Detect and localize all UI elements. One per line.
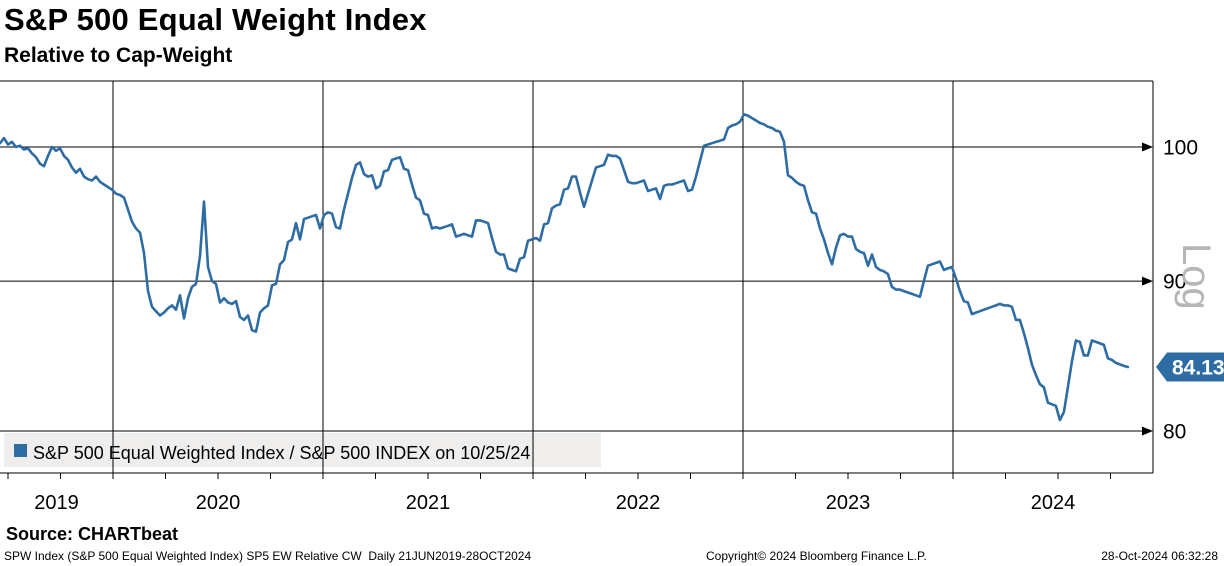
- footer-disclaimer: SPW Index (S&P 500 Equal Weighted Index)…: [4, 549, 532, 563]
- log-scale-label: Log: [1174, 243, 1218, 310]
- x-tick-label: 2024: [1031, 492, 1076, 514]
- x-tick-label: 2019: [34, 492, 79, 514]
- y-tick-arrow-icon: [1142, 142, 1153, 152]
- x-tick-label: 2021: [406, 492, 451, 514]
- x-tick-label: 2022: [616, 492, 661, 514]
- legend-swatch-icon: [14, 444, 27, 457]
- y-tick-arrow-icon: [1142, 276, 1153, 286]
- footer-copyright: Copyright© 2024 Bloomberg Finance L.P.: [706, 549, 927, 563]
- y-tick-arrow-icon: [1142, 426, 1153, 436]
- source-label: Source: CHARTbeat: [6, 524, 179, 544]
- x-tick-label: 2020: [196, 492, 241, 514]
- y-tick-label: 100: [1163, 137, 1198, 160]
- chart-subtitle: Relative to Cap-Weight: [4, 44, 233, 67]
- y-tick-label: 90: [1163, 271, 1186, 294]
- price-line: [0, 113, 1130, 422]
- chart-title: S&P 500 Equal Weight Index: [4, 2, 427, 37]
- legend-box[interactable]: [4, 433, 601, 467]
- legend-label: S&P 500 Equal Weighted Index / S&P 500 I…: [33, 443, 530, 463]
- last-price-badge: [1156, 352, 1224, 382]
- last-price-value: 84.13: [1172, 356, 1224, 379]
- x-tick-label: 2023: [826, 492, 871, 514]
- footer-timestamp: 28-Oct-2024 06:32:28: [1101, 549, 1218, 563]
- y-tick-label: 80: [1163, 421, 1186, 444]
